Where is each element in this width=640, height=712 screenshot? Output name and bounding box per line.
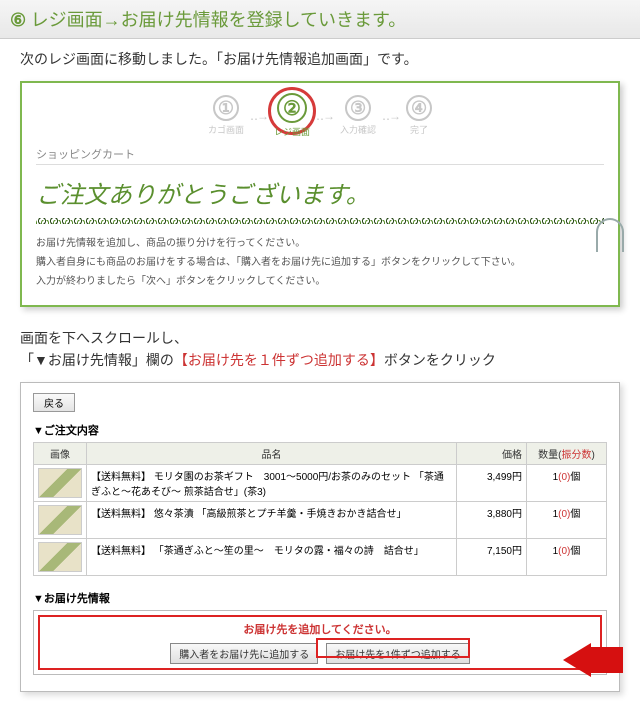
instruction-1: お届け先情報を追加し、商品の振り分けを行ってください。	[36, 234, 604, 253]
product-thumb	[38, 505, 82, 535]
order-panel: 戻る ▼ご注文内容 画像 品名 価格 数量(振分数) 【送料無料】 モリタ園のお…	[20, 382, 620, 692]
product-name: 【送料無料】 悠々茶漬 「高級煎茶とプチ羊羹・手焼きおかき詰合せ」	[87, 501, 457, 538]
product-thumb	[38, 542, 82, 572]
product-name: 【送料無料】 モリタ園のお茶ギフト 3001〜5000円/お茶のみのセット 「茶…	[87, 464, 457, 501]
product-thumb	[38, 468, 82, 498]
thank-you-title: ご注文ありがとうございます。	[36, 171, 604, 218]
button-row: 購入者をお届け先に追加する お届け先を1件ずつ追加する	[42, 643, 598, 664]
intro-text: 次のレジ画面に移動しました。「お届け先情報追加画面」です。	[0, 39, 640, 77]
step-arrow: ‥→	[250, 109, 268, 123]
product-name: 【送料無料】 「茶通ぎふと〜笙の里〜 モリタの露・福々の詩 詰合せ」	[87, 538, 457, 575]
pointer-arrow-icon	[563, 643, 623, 677]
table-row: 【送料無料】 モリタ園のお茶ギフト 3001〜5000円/お茶のみのセット 「茶…	[34, 464, 607, 501]
step-2: ② レジ画面	[274, 93, 310, 138]
table-row: 【送料無料】 「茶通ぎふと〜笙の里〜 モリタの露・福々の詩 詰合せ」 7,150…	[34, 538, 607, 575]
add-recipient-button[interactable]: お届け先を1件ずつ追加する	[326, 643, 470, 664]
mid-line1: 画面を下へスクロールし、	[20, 327, 620, 349]
section-header: ⑥ レジ画面→お届け先情報を登録していきます。	[0, 0, 640, 39]
instruction-3: 入力が終わりましたら「次へ」ボタンをクリックしてください。	[36, 272, 604, 291]
mid-line2: 「▼お届け先情報」欄の【お届け先を１件ずつ追加する】ボタンをクリック	[20, 349, 620, 371]
instruction-2: 購入者自身にも商品のお届けをする場合は、「購入者をお届け先に追加する」ボタンをク…	[36, 253, 604, 272]
col-qty: 数量(振分数)	[527, 442, 607, 464]
order-section-head: ▼ご注文内容	[33, 422, 607, 438]
add-purchaser-button[interactable]: 購入者をお届け先に追加する	[170, 643, 318, 664]
step-4: ④ 完了	[406, 95, 432, 136]
product-price: 7,150円	[457, 538, 527, 575]
step-1: ① カゴ画面	[208, 95, 244, 136]
cart-label: ショッピングカート	[36, 146, 604, 165]
step-3: ③ 入力確認	[340, 95, 376, 136]
delivery-message: お届け先を追加してください。	[42, 621, 598, 637]
step-arrow: ‥→	[316, 109, 334, 123]
col-price: 価格	[457, 442, 527, 464]
scroll-instruction: 画面を下へスクロールし、 「▼お届け先情報」欄の【お届け先を１件ずつ追加する】ボ…	[0, 321, 640, 382]
order-table: 画像 品名 価格 数量(振分数) 【送料無料】 モリタ園のお茶ギフト 3001〜…	[33, 442, 607, 576]
bag-handle-icon	[596, 218, 624, 252]
delivery-box: お届け先を追加してください。 購入者をお届け先に追加する お届け先を1件ずつ追加…	[33, 610, 607, 675]
product-price: 3,880円	[457, 501, 527, 538]
step-arrow: ‥→	[382, 109, 400, 123]
table-header-row: 画像 品名 価格 数量(振分数)	[34, 442, 607, 464]
col-name: 品名	[87, 442, 457, 464]
progress-steps: ① カゴ画面 ‥→ ② レジ画面 ‥→ ③ 入力確認 ‥→ ④ 完了	[36, 93, 604, 138]
delivery-section-head: ▼お届け先情報	[33, 590, 607, 606]
section-title: レジ画面→お届け先情報を登録していきます。	[31, 10, 407, 30]
product-qty: 1(0)個	[527, 464, 607, 501]
back-button[interactable]: 戻る	[33, 393, 75, 412]
product-qty: 1(0)個	[527, 501, 607, 538]
product-qty: 1(0)個	[527, 538, 607, 575]
wavy-divider	[36, 218, 604, 224]
section-number: ⑥	[10, 10, 26, 30]
table-row: 【送料無料】 悠々茶漬 「高級煎茶とプチ羊羹・手焼きおかき詰合せ」 3,880円…	[34, 501, 607, 538]
checkout-header-panel: ① カゴ画面 ‥→ ② レジ画面 ‥→ ③ 入力確認 ‥→ ④ 完了 ショッピン…	[20, 81, 620, 307]
product-price: 3,499円	[457, 464, 527, 501]
col-image: 画像	[34, 442, 87, 464]
